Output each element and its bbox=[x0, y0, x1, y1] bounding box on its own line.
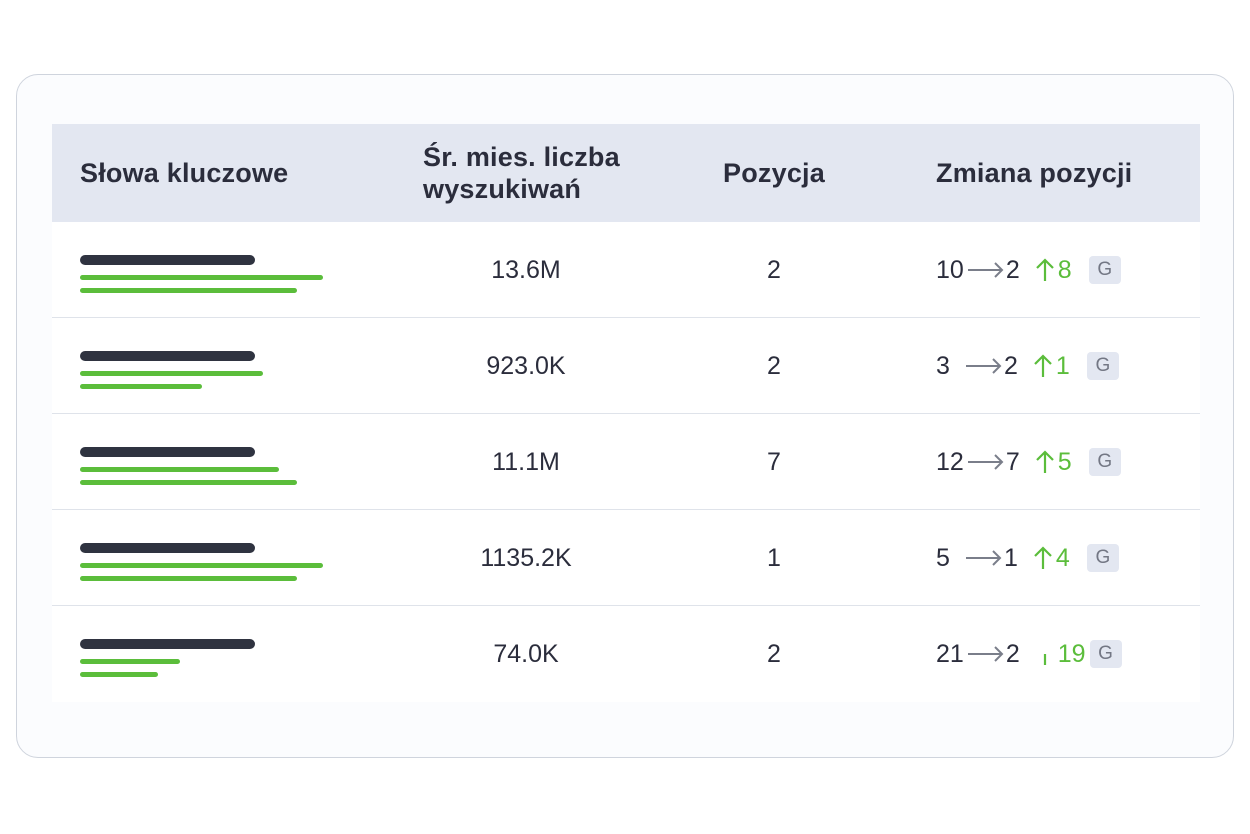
arrow-up-icon bbox=[1034, 354, 1052, 377]
google-badge: G bbox=[1086, 544, 1119, 572]
keyword-sub-placeholder bbox=[80, 480, 297, 485]
previous-position: 12 bbox=[936, 447, 964, 476]
google-badge: G bbox=[1088, 256, 1121, 284]
search-volume: 11.1M bbox=[492, 447, 560, 476]
position: 2 bbox=[767, 351, 781, 380]
delta-value: 19 bbox=[1057, 639, 1086, 668]
position-delta: 4 bbox=[1033, 544, 1083, 573]
table-row: 923.0K 2 3 2 1 G bbox=[52, 318, 1200, 414]
keyword-text-placeholder bbox=[80, 351, 255, 361]
long-right-arrow-icon bbox=[967, 646, 1004, 662]
previous-position: 5 bbox=[936, 543, 950, 572]
delta-value: 5 bbox=[1057, 447, 1072, 476]
position-change: 10 2 8 G bbox=[936, 222, 1176, 318]
delta-value: 4 bbox=[1055, 543, 1070, 572]
table-row: 11.1M 7 12 7 5 G bbox=[52, 414, 1200, 510]
position: 2 bbox=[767, 255, 781, 284]
arrow-up-icon bbox=[1034, 546, 1052, 569]
previous-position: 3 bbox=[936, 351, 950, 380]
current-position: 2 bbox=[1005, 255, 1020, 284]
keyword-text-placeholder bbox=[80, 639, 255, 649]
keyword-placeholder bbox=[80, 447, 340, 487]
keyword-sub-placeholder bbox=[80, 384, 202, 389]
position-change: 21 2 19 G bbox=[936, 606, 1176, 702]
keyword-sub-placeholder bbox=[80, 672, 158, 677]
header-keywords: Słowa kluczowe bbox=[80, 158, 289, 188]
header-position-change: Zmiana pozycji bbox=[936, 158, 1133, 188]
keyword-rankings-table: Słowa kluczowe Śr. mies. liczba wyszukiw… bbox=[52, 124, 1200, 702]
delta-value: 8 bbox=[1057, 255, 1072, 284]
position: 7 bbox=[767, 447, 781, 476]
keyword-text-placeholder bbox=[80, 543, 255, 553]
header-search-volume: Śr. mies. liczba wyszukiwań bbox=[423, 142, 620, 204]
previous-position: 10 bbox=[936, 255, 964, 284]
google-badge: G bbox=[1088, 448, 1121, 476]
search-volume: 13.6M bbox=[491, 255, 561, 284]
current-position: 2 bbox=[1004, 351, 1018, 380]
current-position: 7 bbox=[1005, 447, 1020, 476]
keyword-sub-placeholder bbox=[80, 371, 263, 376]
keyword-text-placeholder bbox=[80, 447, 255, 457]
search-volume: 1135.2K bbox=[480, 543, 572, 572]
arrow-up-partial-icon bbox=[1043, 654, 1046, 665]
previous-position: 21 bbox=[936, 639, 964, 668]
position-change: 5 1 4 G bbox=[936, 510, 1176, 606]
table-row: 74.0K 2 21 2 19 G bbox=[52, 606, 1200, 702]
keyword-sub-placeholder bbox=[80, 467, 279, 472]
table-row: 13.6M 2 10 2 8 G bbox=[52, 222, 1200, 318]
table-row: 1135.2K 1 5 1 4 G bbox=[52, 510, 1200, 606]
position-delta: 19 bbox=[1035, 640, 1086, 669]
long-right-arrow-icon bbox=[967, 454, 1004, 470]
position-delta: 1 bbox=[1033, 352, 1083, 381]
search-volume: 74.0K bbox=[493, 639, 559, 668]
keyword-placeholder bbox=[80, 543, 340, 583]
position-delta: 5 bbox=[1035, 448, 1085, 477]
keyword-sub-placeholder bbox=[80, 288, 297, 293]
position-delta: 8 bbox=[1035, 256, 1085, 285]
long-right-arrow-icon bbox=[966, 550, 1002, 566]
header-position: Pozycja bbox=[723, 158, 825, 188]
current-position: 2 bbox=[1005, 639, 1020, 668]
keyword-sub-placeholder bbox=[80, 659, 180, 664]
position-change: 12 7 5 G bbox=[936, 414, 1176, 510]
keyword-placeholder bbox=[80, 351, 340, 391]
keyword-placeholder bbox=[80, 639, 340, 679]
keyword-sub-placeholder bbox=[80, 275, 323, 280]
arrow-up-icon bbox=[1035, 450, 1054, 473]
long-right-arrow-icon bbox=[967, 262, 1004, 278]
keyword-sub-placeholder bbox=[80, 576, 297, 581]
search-volume: 923.0K bbox=[486, 351, 566, 380]
arrow-up-icon bbox=[1035, 258, 1054, 281]
delta-value: 1 bbox=[1055, 351, 1070, 380]
keyword-placeholder bbox=[80, 255, 340, 295]
google-badge: G bbox=[1086, 352, 1119, 380]
keyword-sub-placeholder bbox=[80, 563, 323, 568]
keyword-rankings-card: Słowa kluczowe Śr. mies. liczba wyszukiw… bbox=[16, 74, 1234, 758]
table-header: Słowa kluczowe Śr. mies. liczba wyszukiw… bbox=[52, 124, 1200, 222]
position: 1 bbox=[767, 543, 781, 572]
current-position: 1 bbox=[1004, 543, 1018, 572]
google-badge: G bbox=[1089, 640, 1122, 668]
keyword-text-placeholder bbox=[80, 255, 255, 265]
position: 2 bbox=[767, 639, 781, 668]
long-right-arrow-icon bbox=[966, 358, 1002, 374]
position-change: 3 2 1 G bbox=[936, 318, 1176, 414]
